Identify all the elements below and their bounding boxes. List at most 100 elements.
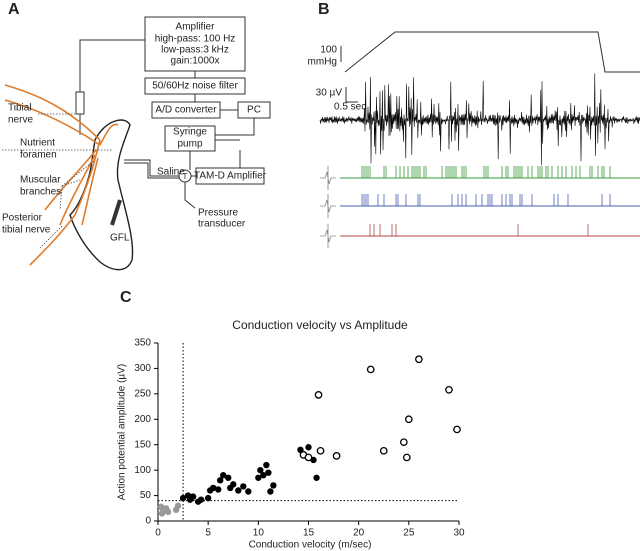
scale-label: 30 µV [316,88,343,99]
y-tick-label: 50 [140,490,152,501]
label: Nutrient [20,138,55,149]
y-axis-label: Action potential amplitude (µV) [117,364,128,500]
x-tick-label: 10 [253,528,265,539]
point [235,487,242,494]
point [316,446,325,455]
y-tick-label: 250 [134,388,151,399]
raster-spikes [361,194,611,206]
point [265,469,272,476]
label: Posterior [2,213,43,224]
x-tick-label: 0 [155,528,161,539]
box-text: PC [247,105,261,116]
y-tick-label: 300 [134,363,151,374]
box-text: TAM-D Amplifier [194,171,267,182]
waveform-icon [320,194,336,218]
wires [79,114,179,179]
point [189,493,197,500]
pressure-trace [344,31,640,73]
point [217,477,224,484]
point [366,365,375,374]
box-text: high-pass: 100 Hz [155,34,236,45]
x-tick-label: 20 [353,528,365,539]
panel-label: A [8,1,20,18]
electrode [75,91,85,115]
point [263,461,270,469]
raster-spikes [369,224,589,236]
label: tibial nerve [2,225,51,236]
point [197,496,205,503]
gfl-needle [110,199,122,226]
box-text: pump [177,139,202,150]
x-axis-label: Conduction velocity (m/sec) [249,540,372,551]
y-tick-label: 150 [134,439,151,450]
label: GFL [110,233,130,244]
traces [319,73,640,248]
point [260,472,267,479]
point [174,502,182,509]
point [245,488,252,495]
box-text: Amplifier [176,22,216,33]
point [255,474,262,481]
point [209,484,217,492]
point [225,474,232,481]
point [164,508,172,516]
point [158,510,166,517]
label: transducer [198,219,246,230]
point [220,472,227,479]
label: Muscular [20,175,61,186]
y-tick-label: 200 [134,414,151,425]
y-tick-label: 0 [145,516,151,527]
point [415,355,423,364]
saline-label: Saline [157,167,185,178]
t-text: T [183,172,188,181]
point [215,486,222,493]
waveform-icon [320,224,336,248]
point [267,488,274,495]
label: nerve [8,115,33,126]
amplifier-box [144,16,246,72]
point [402,453,411,462]
leader [39,225,63,249]
point [304,453,313,462]
point [257,466,264,474]
scale-label: mmHg [308,57,337,68]
waveform-icon [320,166,336,190]
point [332,452,341,460]
label: Pressure [198,208,238,219]
box-text: A/D converter [155,105,217,116]
label: branches [20,187,61,198]
y-tick-label: 100 [134,465,151,476]
chart-title: Conduction velocity vs Amplitude [232,318,408,332]
point [445,385,453,394]
point [314,391,323,399]
label: foramen [20,150,57,161]
point [404,415,413,424]
point [270,482,277,489]
scale-label: 0.5 sec [334,102,366,113]
x-tick-label: 30 [453,528,465,539]
box-text: Syringe [173,127,207,138]
x-tick-label: 25 [403,528,415,539]
point [313,474,320,481]
plot: 0 50 100 150 200 250 300 350 0 5 10 15 20 25 30 [134,338,465,539]
point [453,425,461,434]
point [399,438,408,447]
point [230,481,237,488]
point [305,444,312,451]
box-text: 50/60Hz noise filter [152,81,238,92]
y-tick-label: 350 [134,338,151,349]
x-tick-label: 15 [303,528,315,539]
box-text: low-pass:3 kHz [161,45,229,56]
raster-spikes [361,166,611,178]
panel-label: B [318,1,330,18]
point [179,494,187,502]
point [204,494,212,502]
neural-trace [319,73,640,166]
label: Tibial [8,103,32,114]
scale-label: 100 [320,45,337,56]
box-text: gain:1000x [171,56,220,67]
leader [59,159,96,211]
x-tick-label: 5 [205,528,211,539]
panel-label: C [120,289,132,306]
